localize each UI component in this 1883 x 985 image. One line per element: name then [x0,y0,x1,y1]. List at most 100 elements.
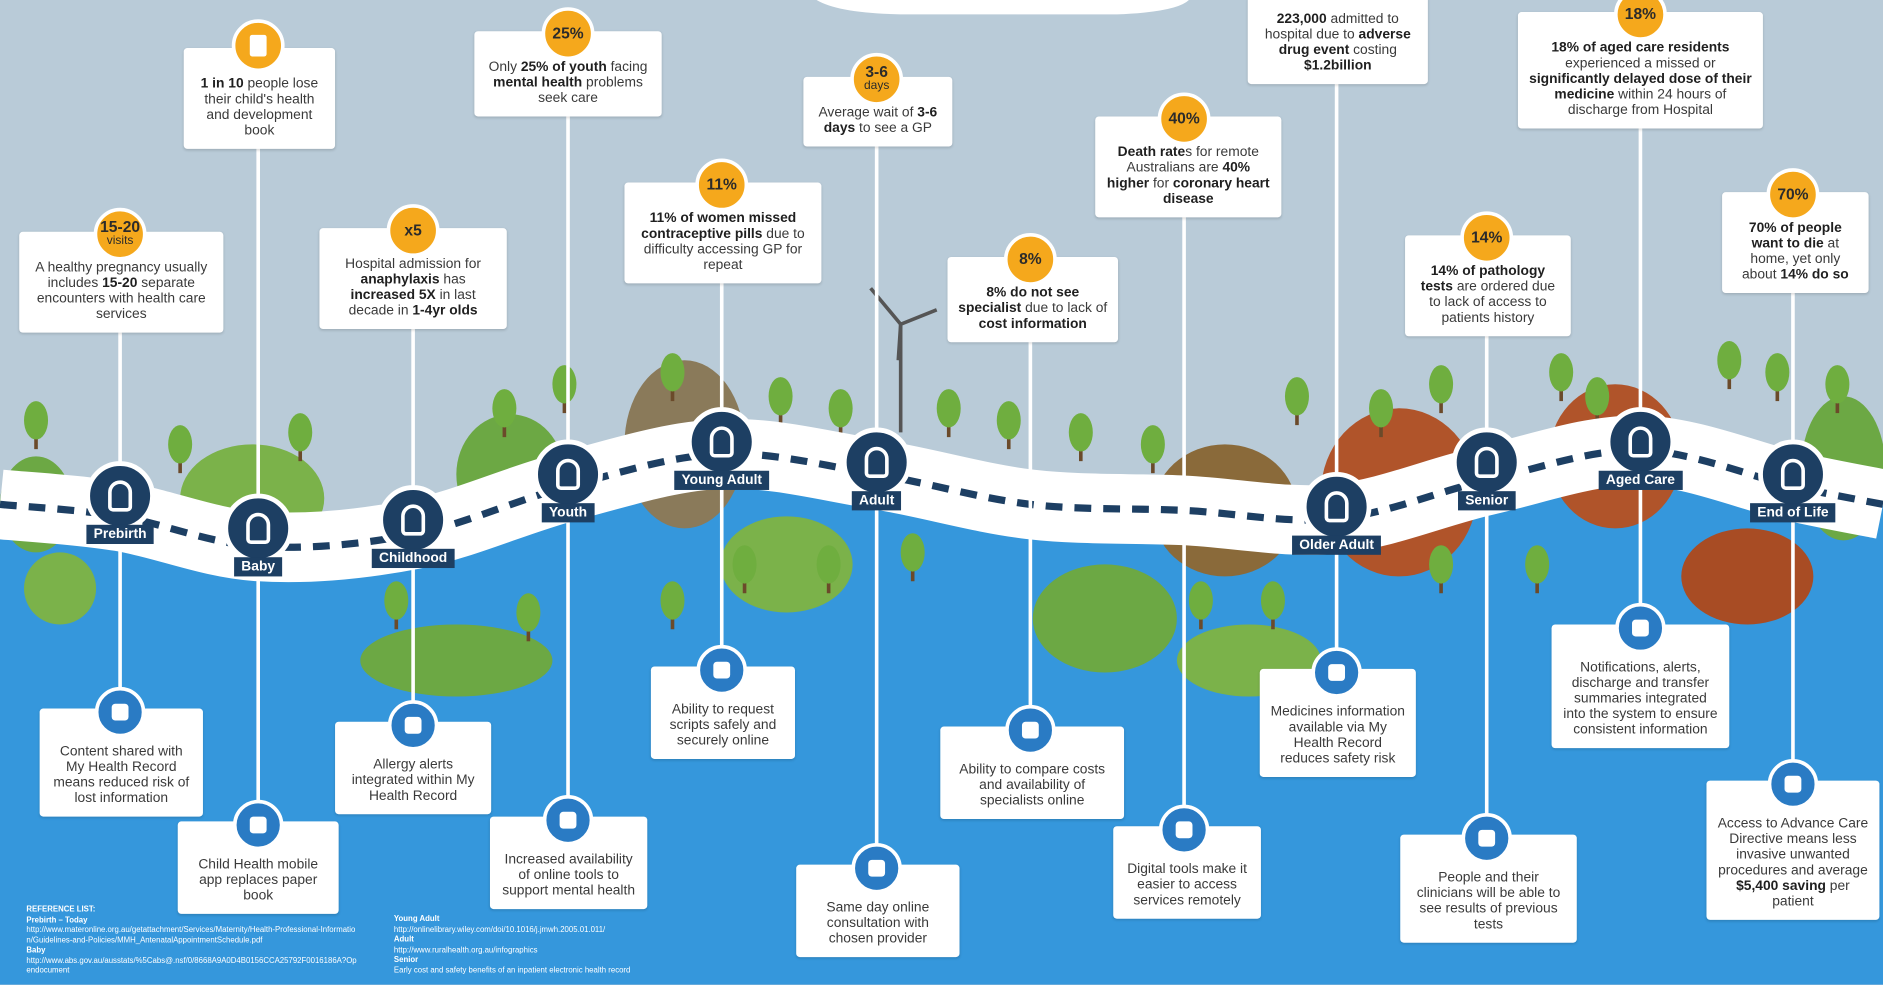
text-run: 14% do so [1780,268,1848,282]
text-run: Content shared with My Health Record mea… [53,745,189,806]
cloud [817,0,1189,14]
reference-heading: Young Adult [394,915,724,925]
tree [168,425,192,463]
stage-icon [687,407,757,477]
tree [1369,389,1393,427]
stage-glyph [1475,447,1499,478]
stage-icon [1606,407,1676,477]
tree [1069,413,1093,451]
tree [1525,545,1549,583]
fact-badge: 15-20visits [94,208,147,261]
tree [24,401,48,439]
stage-label: Childhood [372,549,455,568]
stage-glyph [1325,491,1349,522]
reference-heading: Adult [394,936,724,946]
text-run: costing [1349,43,1397,57]
fact-badge: 70% [1767,168,1820,221]
badge-value: 8% [1019,252,1042,266]
tree [1585,377,1609,415]
tree [997,401,1021,439]
hill [360,624,552,696]
text-run: $5,400 saving [1736,879,1826,893]
badge-unit: days [864,79,889,93]
tree [1141,425,1165,463]
icon-glyph [112,704,129,721]
benefit-icon [1615,603,1665,653]
fact-badge: 8% [1004,233,1057,286]
reference-heading: Senior [394,956,724,966]
reference-heading: Baby [26,946,356,956]
badge-value: 18% [1625,7,1656,21]
reference-title: REFERENCE LIST: [26,905,356,915]
text-run: has [440,273,466,287]
stage-icon [1452,428,1522,498]
text-run: 15-20 [102,276,137,290]
text-run: to see a GP [855,121,932,135]
tree [516,593,540,631]
text-run: 18% of aged care residents [1551,41,1729,55]
tree [384,581,408,619]
tree [660,353,684,391]
badge-value: 14% [1471,231,1502,245]
icon-glyph [405,717,422,734]
tree [1717,341,1741,379]
benefit-icon [95,687,145,737]
fact-badge: x5 [387,204,440,257]
text-run: 25% of youth [521,60,607,74]
stage-label: Older Adult [1292,536,1381,555]
reference-text: http://www.materonline.org.au/getattachm… [26,926,356,946]
stage-label: Prebirth [86,525,153,544]
stage-glyph [1781,459,1805,490]
benefit-icon [543,795,593,845]
text-run: anaphylaxis [361,273,440,287]
tree [660,581,684,619]
text-run: Ability to request scripts safely and se… [670,703,777,749]
text-run: People and their clinicians will be able… [1417,871,1561,932]
stage-label: Aged Care [1599,471,1683,490]
text-run: Allergy alerts integrated within My Heal… [352,758,475,804]
text-run: cost information [979,317,1087,331]
stage-icon [533,440,603,510]
text-run: experienced a missed or [1565,56,1715,70]
text-run: for [1149,177,1173,191]
fact-badge: 3-6days [850,53,903,106]
tree [829,389,853,427]
stage-icon [85,461,155,531]
benefit-icon [697,645,747,695]
icon-glyph [1478,830,1495,847]
tree [1285,377,1309,415]
fact-badge: 40% [1158,92,1211,145]
icon-glyph [250,817,267,834]
tree [769,377,793,415]
stage-glyph [1628,426,1652,457]
stage-glyph [865,447,889,478]
reference-text: Early cost and safety benefits of an inp… [394,966,724,976]
stage-icon [378,485,448,555]
stage-icon [223,494,293,564]
text-run: Notifications, alerts, discharge and tra… [1563,660,1717,737]
benefit-icon [388,700,438,750]
text-run: Digital tools make it easier to access s… [1127,862,1247,908]
tree [1429,545,1453,583]
icon-glyph [713,662,730,679]
tree [1429,365,1453,403]
tree [1765,353,1789,391]
fact-badge: 25% [542,7,595,60]
tree [1189,581,1213,619]
icon-glyph [868,860,885,877]
stage-glyph [401,504,425,535]
text-run: $1.2billion [1304,59,1372,73]
tree [817,545,841,583]
icon-glyph [1632,620,1649,637]
text-run: coronary heart disease [1163,177,1270,207]
text-run: facing [607,60,648,74]
text-run: 1-4yr olds [412,304,477,318]
icon-glyph [560,812,577,829]
badge-value: 11% [707,178,737,192]
badge-unit: visits [107,234,134,248]
stage-glyph [710,426,734,457]
infographic: A healthy pregnancy usually includes 15-… [0,0,1883,985]
stage-label: Baby [234,557,282,576]
